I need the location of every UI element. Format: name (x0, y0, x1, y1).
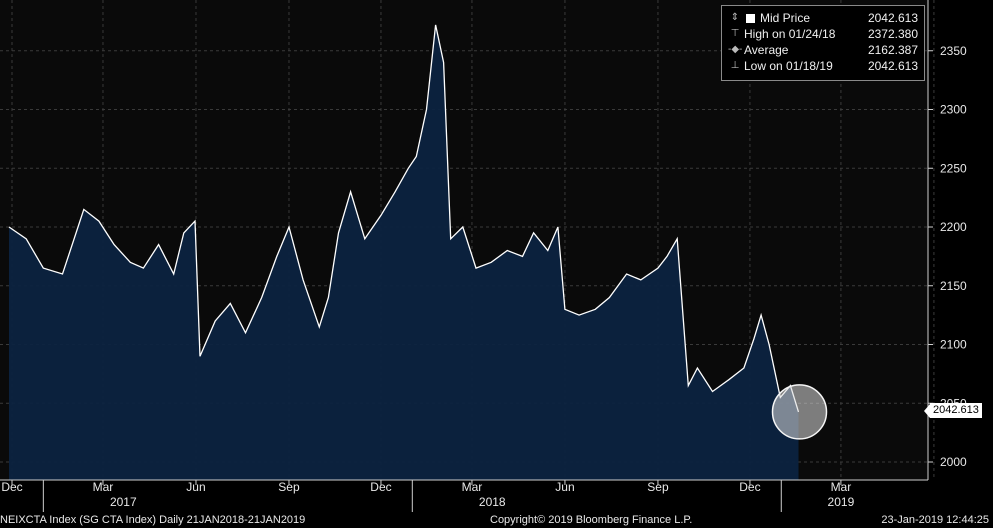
x-tick-label: Mar (462, 480, 483, 494)
price-area (8, 24, 800, 481)
year-label: 2017 (110, 495, 137, 509)
year-label: 2019 (828, 495, 855, 509)
legend-item-average: -◆- Average 2162.387 (728, 43, 918, 57)
y-tick-label: 2150 (940, 279, 967, 293)
y-tick-label: 2000 (940, 455, 967, 469)
x-tick-label: Mar (831, 480, 852, 494)
low-marker-icon: ⊥ (730, 60, 740, 71)
x-tick-label: Jun (186, 480, 205, 494)
year-label: 2018 (479, 495, 506, 509)
footer-copyright: Copyright© 2019 Bloomberg Finance L.P. (490, 514, 693, 526)
price-series-line (8, 24, 800, 413)
x-tick-label: Mar (93, 480, 114, 494)
price-area-fill (9, 24, 799, 481)
x-tick-label: Sep (278, 480, 300, 494)
x-tick-label: Dec (1, 480, 22, 494)
y-tick-label: 2300 (940, 103, 967, 117)
footer-timestamp: 23-Jan-2019 12:44:25 (881, 514, 989, 526)
x-tick-label: Sep (647, 480, 669, 494)
legend-box: ⇕ Mid Price 2042.613 ⊤ High on 01/24/18 23… (721, 5, 925, 81)
x-tick-label: Dec (739, 480, 760, 494)
y-tick-label: 2250 (940, 161, 967, 175)
legend-swatch (746, 13, 755, 23)
last-price-label: 2042.613 (924, 403, 982, 418)
y-tick-label: 2350 (940, 44, 967, 58)
y-tick-label: 2200 (940, 220, 967, 234)
legend-marker-icon: ⇕ (730, 12, 740, 23)
last-value-highlight (771, 384, 828, 440)
x-tick-label: Jun (555, 480, 574, 494)
legend-item-high: ⊤ High on 01/24/18 2372.380 (728, 26, 918, 42)
legend-item-low: ⊥ Low on 01/18/19 2042.613 (728, 58, 918, 74)
footer-ticker: NEIXCTA Index (SG CTA Index) Daily 21JAN… (0, 514, 306, 526)
x-tick-label: Dec (370, 480, 391, 494)
footer-bar: NEIXCTA Index (SG CTA Index) Daily 21JAN… (0, 512, 993, 528)
average-marker-icon: -◆- (728, 44, 743, 55)
legend-item-mid-price: ⇕ Mid Price 2042.613 (728, 10, 918, 26)
y-tick-label: 2100 (940, 338, 967, 352)
high-marker-icon: ⊤ (730, 28, 740, 39)
